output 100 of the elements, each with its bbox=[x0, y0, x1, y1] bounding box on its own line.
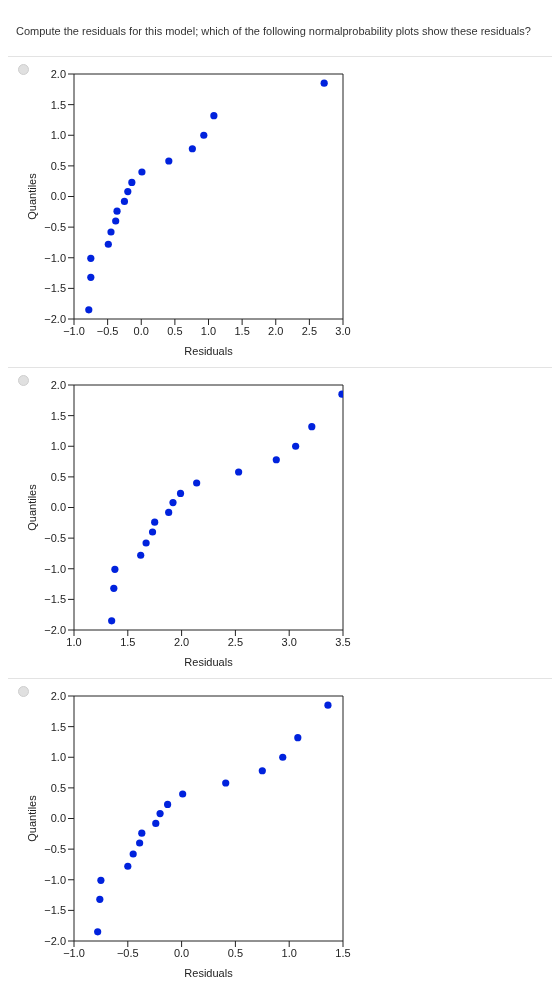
y-tick-label: −2.0 bbox=[44, 934, 66, 947]
y-tick-label: −2.0 bbox=[44, 312, 66, 325]
point bbox=[210, 112, 218, 120]
point bbox=[112, 217, 120, 225]
y-tick-label: 0.0 bbox=[50, 501, 66, 514]
chart-title: Compute the residuals for this model; which of the following normalprobability plots show these residuals? bbox=[15, 24, 532, 39]
y-tick-label: −0.5 bbox=[44, 532, 66, 545]
y-tick-label: 1.5 bbox=[50, 720, 66, 733]
y-tick-label: 1.5 bbox=[50, 98, 66, 111]
point bbox=[138, 168, 146, 176]
x-tick-label: 2.5 bbox=[301, 324, 318, 337]
point bbox=[148, 528, 157, 536]
point bbox=[169, 499, 177, 507]
y-tick-label: 1.0 bbox=[50, 129, 66, 142]
point bbox=[113, 207, 121, 215]
x-tick-label: 2.0 bbox=[173, 635, 190, 648]
point bbox=[179, 790, 187, 798]
x-tick-label: −0.5 bbox=[116, 946, 139, 959]
y-axis-title: Quantiles bbox=[25, 794, 38, 842]
y-tick-label: 0.5 bbox=[50, 781, 66, 794]
x-tick-label: 1.5 bbox=[234, 324, 250, 337]
point bbox=[292, 442, 300, 450]
x-tick-label: −1.0 bbox=[63, 324, 85, 337]
point bbox=[235, 468, 243, 476]
y-tick-label: −1.0 bbox=[44, 251, 66, 264]
x-tick-label: 1.5 bbox=[335, 946, 351, 959]
x-tick-label: −0.5 bbox=[96, 324, 119, 337]
x-tick-label: 3.5 bbox=[335, 635, 351, 648]
y-tick-label: −1.5 bbox=[44, 593, 66, 606]
x-axis-title: Residuals bbox=[184, 967, 234, 979]
point bbox=[294, 734, 302, 742]
point bbox=[324, 701, 332, 709]
point bbox=[124, 188, 132, 196]
point bbox=[188, 145, 196, 153]
point bbox=[164, 800, 172, 809]
point bbox=[138, 829, 146, 837]
x-tick-label: 1.5 bbox=[120, 635, 136, 648]
x-axis-title: Residuals bbox=[184, 345, 234, 357]
point bbox=[87, 273, 95, 281]
point bbox=[136, 839, 144, 847]
x-tick-label: 1.0 bbox=[66, 635, 82, 648]
y-tick-label: 2.0 bbox=[50, 67, 66, 80]
x-tick-label: 0.0 bbox=[173, 946, 190, 959]
point bbox=[137, 551, 145, 559]
point bbox=[165, 508, 173, 516]
y-tick-label: 0.5 bbox=[50, 470, 66, 483]
x-tick-label: 2.5 bbox=[227, 635, 244, 648]
point bbox=[272, 456, 280, 464]
y-tick-label: 2.0 bbox=[50, 378, 66, 391]
y-tick-label: −0.5 bbox=[44, 221, 66, 234]
y-tick-label: −1.0 bbox=[44, 562, 66, 575]
point bbox=[110, 584, 118, 592]
y-tick-label: 1.0 bbox=[50, 440, 66, 453]
point bbox=[142, 539, 150, 547]
y-tick-label: −2.0 bbox=[44, 623, 66, 636]
point bbox=[129, 850, 137, 858]
point bbox=[156, 810, 164, 818]
y-tick-label: 2.0 bbox=[50, 689, 66, 702]
x-tick-label: 0.0 bbox=[133, 324, 149, 337]
point bbox=[200, 131, 208, 139]
x-tick-label: 1.0 bbox=[200, 324, 217, 337]
x-axis-title: Residuals bbox=[184, 656, 234, 668]
y-axis-title: Quantiles bbox=[25, 483, 38, 531]
y-tick-label: −1.5 bbox=[44, 282, 66, 295]
point bbox=[320, 79, 328, 87]
point bbox=[96, 895, 104, 903]
point bbox=[111, 565, 119, 573]
point bbox=[222, 779, 230, 787]
x-tick-label: 3.0 bbox=[281, 635, 297, 648]
x-tick-label: −1.0 bbox=[63, 946, 85, 959]
point bbox=[107, 228, 115, 236]
y-tick-label: 0.0 bbox=[50, 190, 66, 203]
point bbox=[151, 518, 159, 526]
y-tick-label: 1.0 bbox=[50, 751, 66, 764]
point bbox=[120, 197, 129, 205]
x-tick-label: 1.0 bbox=[281, 946, 297, 959]
x-tick-label: 3.0 bbox=[335, 324, 351, 337]
y-tick-label: −0.5 bbox=[44, 843, 66, 856]
point bbox=[193, 479, 201, 487]
point bbox=[165, 157, 173, 165]
point bbox=[258, 767, 266, 775]
point bbox=[308, 423, 316, 431]
point bbox=[108, 617, 116, 625]
y-tick-label: −1.5 bbox=[44, 904, 66, 917]
point bbox=[279, 753, 287, 761]
point bbox=[87, 254, 95, 262]
point bbox=[176, 489, 185, 498]
point bbox=[85, 306, 93, 314]
x-tick-label: 0.5 bbox=[167, 324, 183, 337]
y-tick-label: 0.5 bbox=[50, 159, 66, 172]
y-tick-label: −1.0 bbox=[44, 873, 66, 886]
point bbox=[97, 876, 105, 884]
y-tick-label: 0.0 bbox=[50, 812, 66, 825]
y-axis-title: Quantiles bbox=[25, 172, 38, 220]
x-tick-label: 2.0 bbox=[268, 324, 284, 337]
point bbox=[104, 240, 112, 248]
y-tick-label: 1.5 bbox=[50, 409, 66, 422]
point bbox=[128, 178, 136, 187]
point bbox=[94, 928, 102, 936]
x-tick-label: 0.5 bbox=[227, 946, 244, 959]
